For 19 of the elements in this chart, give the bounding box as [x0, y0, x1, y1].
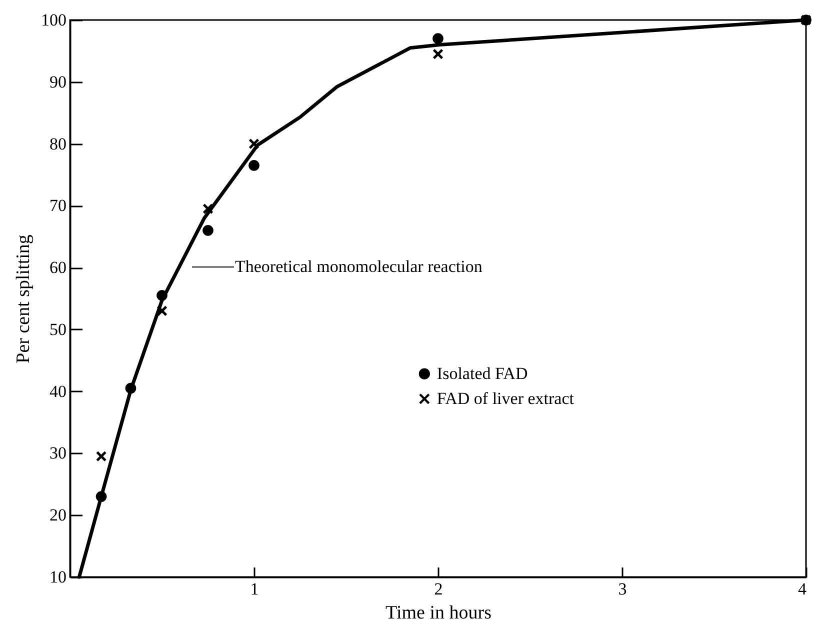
y-tick-label: 70 [50, 196, 66, 216]
y-tick-label: 60 [50, 258, 66, 278]
y-tick-label: 10 [50, 568, 66, 586]
legend-label: Isolated FAD [436, 364, 528, 383]
x-tick-label: 1 [250, 580, 259, 598]
y-tick-label: 80 [50, 134, 66, 154]
y-axis-title: Per cent splitting [13, 234, 34, 364]
y-tick-label: 20 [50, 506, 66, 525]
y-tick-label: 30 [50, 444, 66, 463]
y-tick-label: 50 [50, 320, 66, 339]
x-tick-label: 2 [434, 580, 443, 598]
annotation: Theoretical monomolecular reaction [235, 257, 483, 276]
x-tick-label: 3 [618, 580, 627, 598]
y-tick-label: 40 [50, 382, 66, 401]
y-tick-label: 90 [50, 72, 66, 92]
legend-label: FAD of liver extract [436, 388, 574, 408]
x-tick-label: 4 [798, 580, 807, 598]
x-axis-title: Time in hours [386, 602, 492, 624]
y-tick-label: 100 [41, 10, 66, 30]
